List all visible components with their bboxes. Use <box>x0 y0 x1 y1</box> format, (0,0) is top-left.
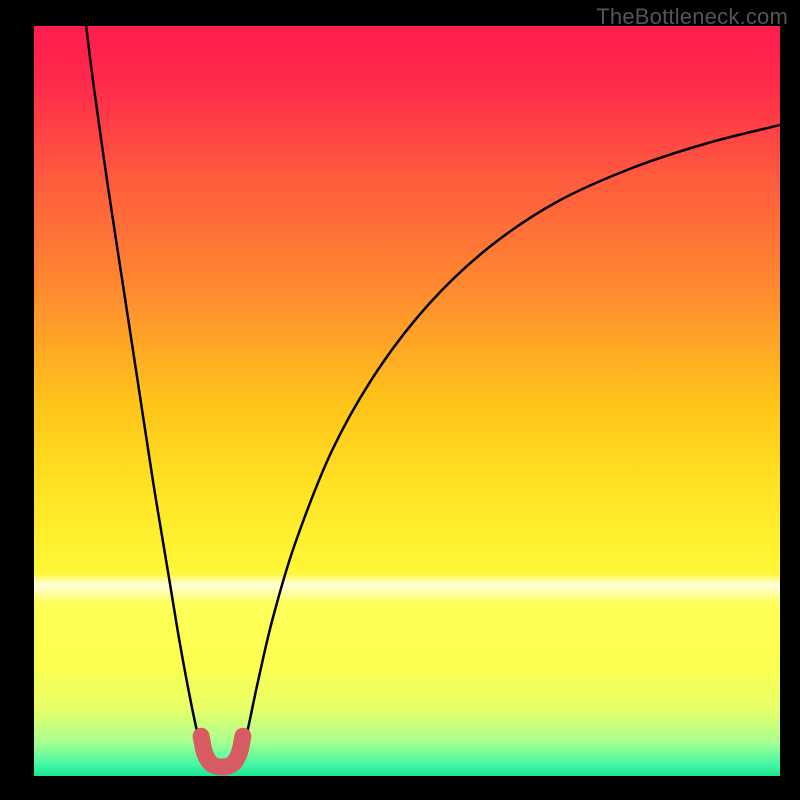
chart-container: TheBottleneck.com <box>0 0 800 800</box>
watermark-text: TheBottleneck.com <box>596 4 788 30</box>
plot-area <box>34 26 780 776</box>
plot-svg <box>34 26 780 776</box>
gradient-background <box>34 26 780 776</box>
